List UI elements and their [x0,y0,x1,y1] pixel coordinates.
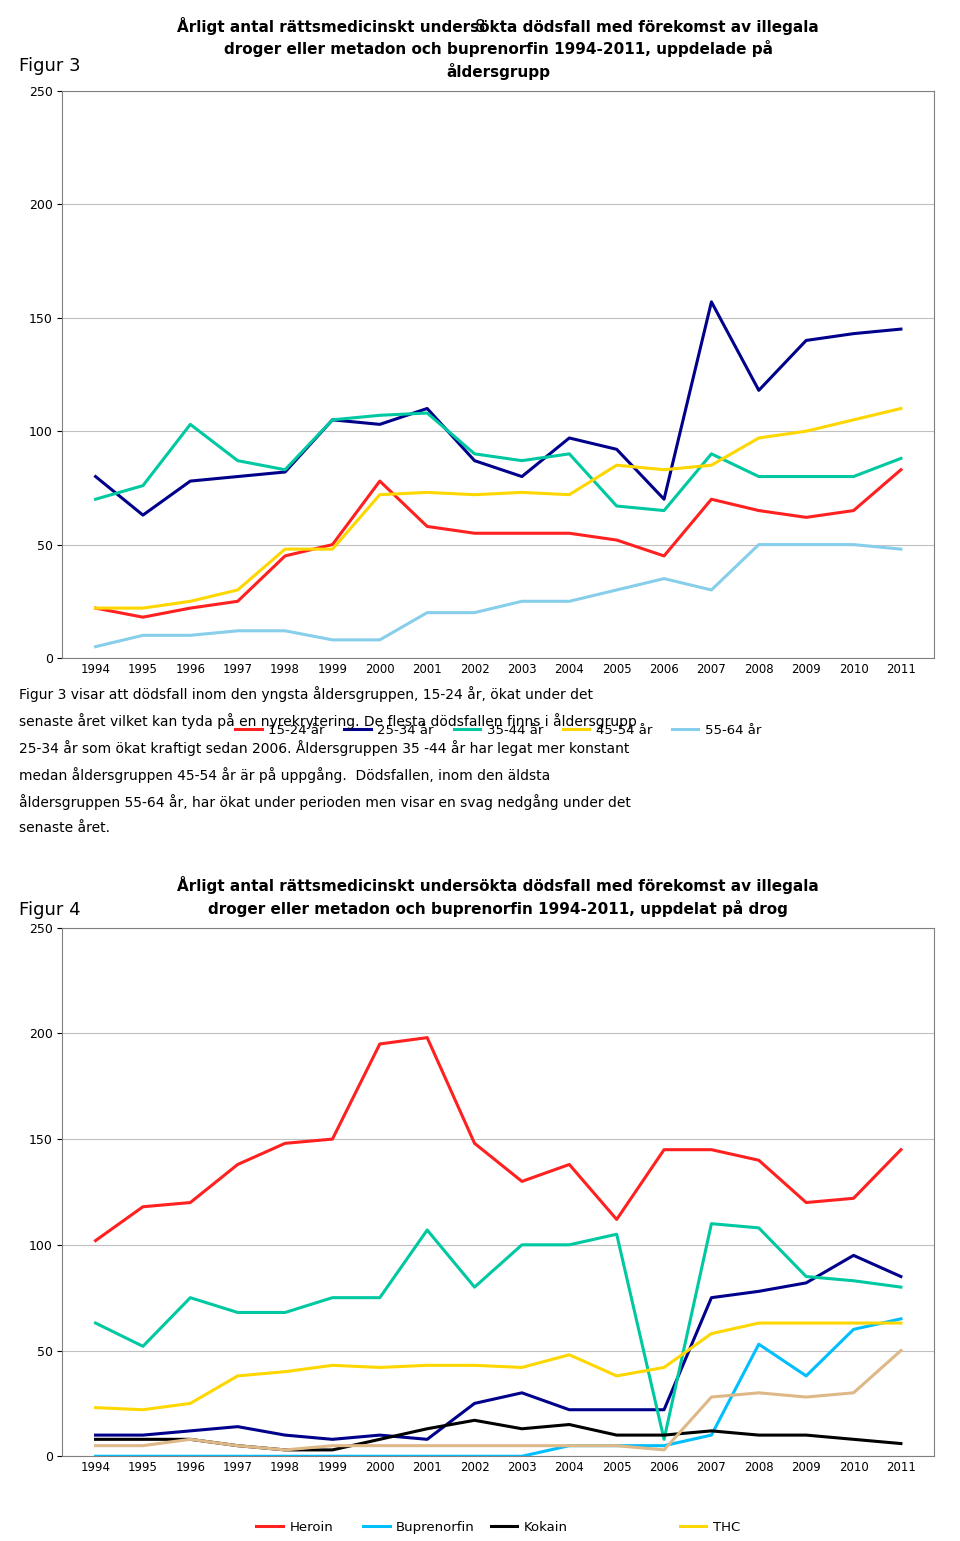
Text: Figur 3: Figur 3 [19,57,81,76]
Text: senaste året.: senaste året. [19,820,110,835]
Text: Figur 4: Figur 4 [19,901,81,920]
Text: senaste året vilket kan tyda på en nyrekrytering. De flesta dödsfallen finns i å: senaste året vilket kan tyda på en nyrek… [19,712,637,729]
Text: medan åldersgruppen 45-54 år är på uppgång.  Dödsfallen, inom den äldsta: medan åldersgruppen 45-54 år är på uppgå… [19,766,550,783]
Legend: 15-24 år, 25-34 år, 35-44 år, 45-54 år, 55-64 år: 15-24 år, 25-34 år, 35-44 år, 45-54 år, … [229,718,767,743]
Legend: Heroin, Metadon, Buprenorfin, Amfetamin, Kokain, Andra illegala droger, THC: Heroin, Metadon, Buprenorfin, Amfetamin,… [251,1516,746,1541]
Text: 8: 8 [475,18,485,37]
Title: Årligt antal rättsmedicinskt undersökta dödsfall med förekomst av illegala
droge: Årligt antal rättsmedicinskt undersökta … [178,877,819,917]
Text: åldersgruppen 55-64 år, har ökat under perioden men visar en svag nedgång under : åldersgruppen 55-64 år, har ökat under p… [19,794,631,809]
Title: Årligt antal rättsmedicinskt undersökta dödsfall med förekomst av illegala
droge: Årligt antal rättsmedicinskt undersökta … [178,17,819,80]
Text: 25-34 år som ökat kraftigt sedan 2006. Åldersgruppen 35 -44 år har legat mer kon: 25-34 år som ökat kraftigt sedan 2006. Å… [19,740,630,755]
Text: Figur 3 visar att dödsfall inom den yngsta åldersgruppen, 15-24 år, ökat under d: Figur 3 visar att dödsfall inom den yngs… [19,686,593,701]
